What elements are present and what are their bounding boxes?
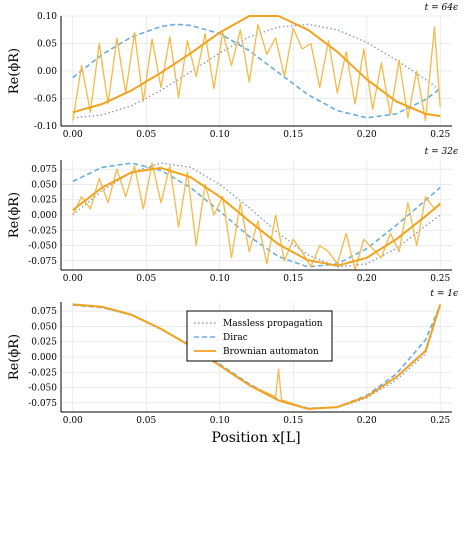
y-tick-label: 0.025 xyxy=(31,196,57,206)
series-line-brownian-smooth xyxy=(72,166,441,267)
legend-entry: Dirac xyxy=(223,333,248,343)
y-tick-label: 0.075 xyxy=(31,307,57,317)
x-tick-label: 0.20 xyxy=(357,416,377,426)
series-line-brownian-noisy xyxy=(72,162,441,271)
x-tick-label: 0.10 xyxy=(210,274,230,284)
y-tick-label: 0.00 xyxy=(37,67,57,77)
series-line-brownian-smooth xyxy=(72,15,441,118)
y-tick-label: -0.05 xyxy=(34,95,57,105)
y-tick-label: 0.050 xyxy=(31,322,57,332)
series-line-massless xyxy=(72,162,441,268)
series-line-massless xyxy=(72,23,441,119)
chart-panel-1: 0.00 0.05 0.10 0.15 0.20 0.25 0.10 0.05 0.00 -0.0… xyxy=(7,3,458,140)
x-tick-label: 0.15 xyxy=(283,130,303,140)
x-tick-label: 0.05 xyxy=(136,416,156,426)
series-line-brownian-noisy xyxy=(72,23,441,122)
y-axis-label: Re(ϕR) xyxy=(7,48,22,94)
x-tick-label: 0.00 xyxy=(63,416,83,426)
y-axis-label: Re(ϕR) xyxy=(7,192,22,238)
y-tick-label: 0.000 xyxy=(31,211,57,221)
chart-panel-2: 0.00 0.05 0.10 0.15 0.20 0.25 0.075 0.050 0.025 0… xyxy=(7,147,458,284)
x-tick-label: 0.25 xyxy=(430,130,450,140)
x-tick-label: 0.15 xyxy=(283,416,303,426)
series-line-brownian-smooth xyxy=(72,303,442,410)
y-tick-label: -0.025 xyxy=(28,368,57,378)
legend-entry: Brownian automaton xyxy=(223,347,319,357)
panel-time-label: t = 64ϵ xyxy=(425,3,458,13)
y-tick-label: -0.025 xyxy=(28,226,57,236)
y-tick-label: -0.075 xyxy=(28,257,57,267)
y-tick-label: 0.10 xyxy=(37,12,57,22)
x-tick-label: 0.05 xyxy=(136,274,156,284)
x-tick-label: 0.00 xyxy=(63,274,83,284)
y-tick-label: -0.10 xyxy=(34,122,57,132)
y-tick-label: 0.000 xyxy=(31,353,57,363)
x-tick-label: 0.20 xyxy=(357,130,377,140)
legend-entry: Massless propagation xyxy=(223,319,323,329)
x-tick-label: 0.00 xyxy=(63,130,83,140)
y-tick-label: 0.050 xyxy=(31,180,57,190)
x-tick-label: 0.15 xyxy=(283,274,303,284)
y-tick-label: -0.050 xyxy=(28,242,57,252)
x-tick-label: 0.20 xyxy=(357,274,377,284)
panel-time-label: t = 1ϵ xyxy=(430,289,458,299)
x-tick-label: 0.25 xyxy=(430,416,450,426)
series-line-dirac xyxy=(72,23,441,119)
y-tick-label: 0.05 xyxy=(37,40,57,50)
legend: Massless propagation Dirac Brownian automa… xyxy=(186,310,333,362)
y-tick-label: 0.025 xyxy=(31,338,57,348)
legend-box xyxy=(186,310,333,362)
x-axis-label: Position x[L] xyxy=(211,430,300,446)
chart-panel-3: 0.00 0.05 0.10 0.15 0.20 0.25 0.075 0.050 0.025 0… xyxy=(7,289,458,426)
y-tick-label: -0.050 xyxy=(28,384,57,394)
y-tick-label: -0.075 xyxy=(28,399,57,409)
x-tick-label: 0.25 xyxy=(430,274,450,284)
x-tick-label: 0.10 xyxy=(210,416,230,426)
x-tick-label: 0.05 xyxy=(136,130,156,140)
y-tick-label: 0.075 xyxy=(31,165,57,175)
y-axis-label: Re(ϕR) xyxy=(7,334,22,380)
x-tick-label: 0.10 xyxy=(210,130,230,140)
panel-time-label: t = 32ϵ xyxy=(425,147,458,157)
